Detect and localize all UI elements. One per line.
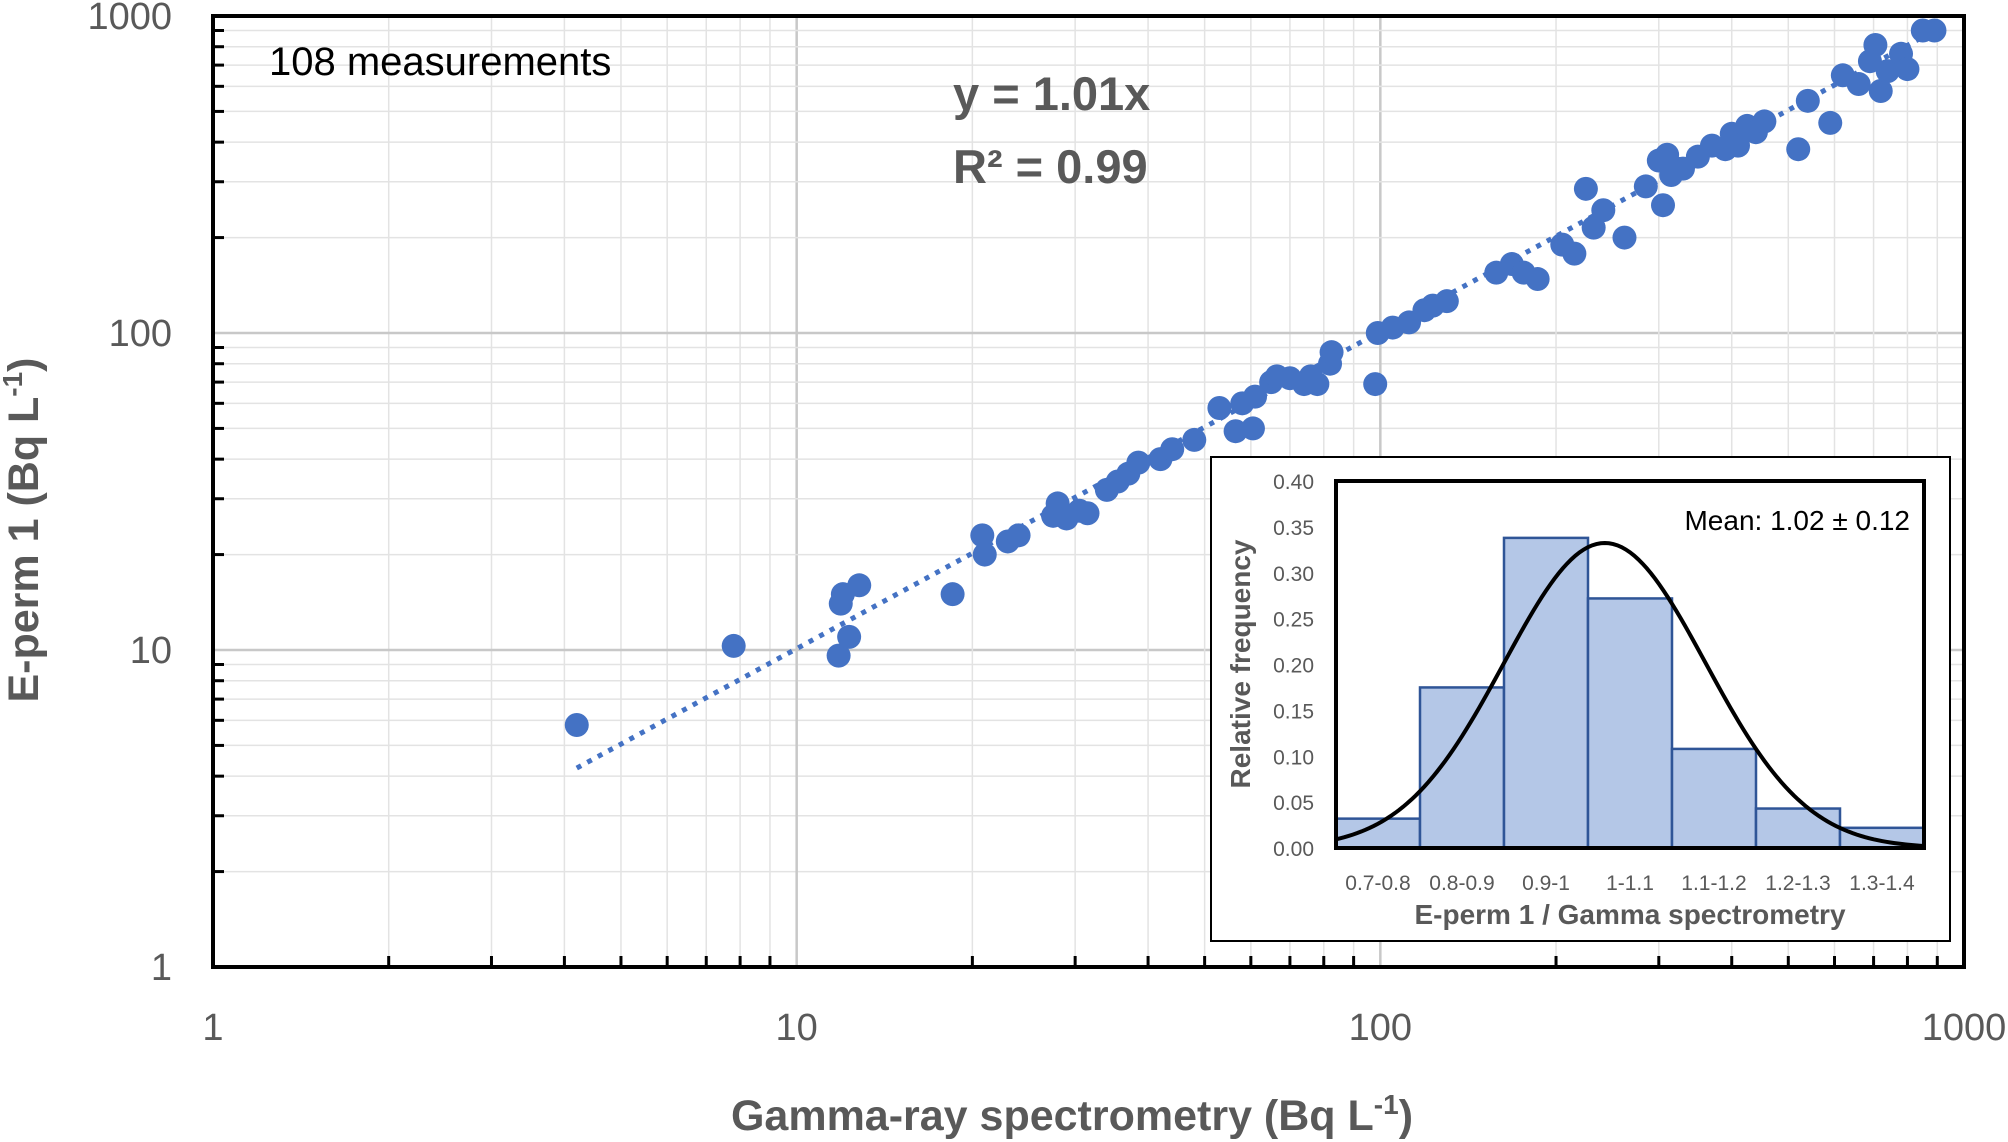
data-point	[1875, 59, 1900, 84]
y-tick-label: 10	[130, 630, 172, 672]
y-axis-title: E-perm 1 (Bq L-1)	[0, 357, 48, 702]
data-point	[1895, 57, 1920, 82]
inset-x-tick-labels: 0.7-0.8 0.8-0.9 0.9-1 1-1.1 1.1-1.2 1.2-1.3 1.…	[1345, 872, 1915, 895]
inset-x-tick-label: 0.9-1	[1522, 872, 1570, 895]
data-point	[1525, 267, 1550, 292]
inset-y-tick-labels: 0.00 0.05 0.10 0.15 0.20 0.25 0.30 0.35 0.40	[1273, 471, 1314, 861]
inset-mean-label: Mean: 1.02 ± 0.12	[1684, 505, 1910, 536]
histogram-bar	[1502, 536, 1590, 850]
data-point	[1240, 416, 1265, 441]
inset-x-tick-label: 0.8-0.9	[1429, 872, 1494, 895]
x-axis-title: Gamma-ray spectrometry (Bq L-1)	[731, 1089, 1413, 1140]
inset-x-tick-label: 1-1.1	[1606, 872, 1654, 895]
y-tick-label: 1	[151, 947, 172, 989]
inset-y-tick-label: 0.15	[1273, 700, 1314, 723]
histogram-bar	[1670, 747, 1758, 850]
inset-y-tick-label: 0.20	[1273, 655, 1314, 678]
data-point	[847, 573, 872, 598]
data-point	[970, 523, 995, 548]
inset-x-tick-label: 0.7-0.8	[1345, 872, 1410, 895]
data-point	[1573, 176, 1598, 201]
histogram-bar	[1754, 807, 1842, 850]
r-squared-label: R² = 0.99	[953, 140, 1148, 193]
inset-y-tick-label: 0.25	[1273, 609, 1314, 632]
x-tick-label: 100	[1349, 1007, 1412, 1049]
x-tick-labels: 1 10 100 1000	[202, 1007, 2006, 1049]
inset-y-tick-label: 0.10	[1273, 746, 1314, 769]
x-tick-label: 1000	[1922, 1007, 2007, 1049]
data-point	[1725, 133, 1750, 158]
data-point	[721, 633, 746, 658]
data-point	[1207, 395, 1232, 420]
data-point	[1182, 427, 1207, 452]
data-point	[1363, 372, 1388, 397]
y-tick-label: 100	[109, 313, 172, 355]
data-points	[564, 18, 1947, 737]
normal-curve	[1335, 540, 1925, 848]
inset-y-tick-label: 0.40	[1273, 471, 1314, 494]
histogram-bar	[1418, 686, 1506, 850]
inset-y-tick-label: 0.05	[1273, 792, 1314, 815]
x-tick-label: 10	[776, 1007, 818, 1049]
x-tick-label: 1	[202, 1007, 223, 1049]
measurement-count-label: 108 measurements	[269, 40, 611, 84]
data-point	[837, 624, 862, 649]
inset-y-tick-label: 0.30	[1273, 563, 1314, 586]
data-point	[1633, 174, 1658, 199]
histogram-bar	[1586, 597, 1674, 850]
data-point	[1868, 78, 1893, 103]
plot-frame	[211, 14, 1966, 969]
inset-x-tick-label: 1.3-1.4	[1849, 872, 1915, 895]
data-point	[1591, 198, 1616, 223]
data-point	[1126, 450, 1151, 475]
data-point	[1922, 18, 1947, 43]
data-point	[1160, 437, 1185, 462]
data-point	[1243, 384, 1268, 409]
data-point	[1846, 72, 1871, 97]
data-point	[1612, 225, 1637, 250]
data-point	[1562, 241, 1587, 266]
data-point	[1818, 110, 1843, 135]
normal-curve-path	[1335, 540, 1925, 848]
data-point	[1006, 523, 1031, 548]
data-point	[1795, 88, 1820, 113]
data-point	[1752, 109, 1777, 134]
data-point	[1305, 372, 1330, 397]
y-tick-label: 1000	[87, 0, 172, 38]
histogram-bars	[1334, 536, 1926, 850]
inset-y-axis-title: Relative frequency	[1225, 539, 1256, 788]
inset-x-axis-title: E-perm 1 / Gamma spectrometry	[1414, 899, 1845, 930]
data-point	[1863, 33, 1888, 58]
data-point	[1434, 289, 1459, 314]
data-point	[972, 542, 997, 567]
inset-y-tick-label: 0.35	[1273, 517, 1314, 540]
y-tick-labels: 1 10 100 1000	[87, 0, 172, 989]
data-point	[826, 643, 851, 668]
inset-x-tick-label: 1.2-1.3	[1765, 872, 1830, 895]
inset-plot-frame	[1334, 479, 1926, 850]
data-point	[1786, 137, 1811, 162]
inset-x-tick-label: 1.1-1.2	[1681, 872, 1746, 895]
inset-y-tick-label: 0.00	[1273, 838, 1314, 861]
data-point	[1319, 340, 1344, 365]
data-point	[1651, 193, 1676, 218]
data-point	[564, 712, 589, 737]
data-point	[1075, 501, 1100, 526]
data-point	[940, 582, 965, 607]
equation-label: y = 1.01x	[953, 67, 1150, 120]
